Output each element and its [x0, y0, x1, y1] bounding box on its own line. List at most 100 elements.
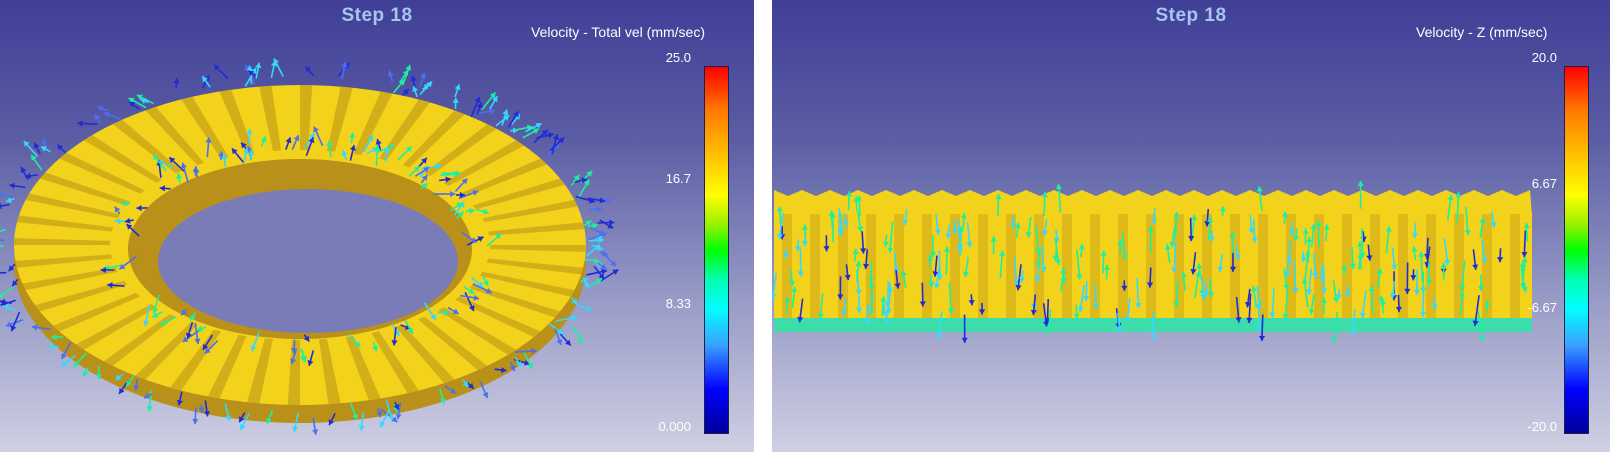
velocity-arrowhead [126, 380, 132, 387]
scale-tick: 6.67 [1531, 176, 1557, 191]
velocity-arrowhead [1041, 230, 1049, 236]
velocity-arrowhead [598, 229, 605, 236]
velocity-arrowhead [860, 248, 867, 254]
velocity-arrowhead [1459, 291, 1466, 297]
velocity-arrowhead [592, 222, 598, 229]
gear-tooth-groove [170, 329, 222, 391]
velocity-arrowhead [601, 268, 607, 275]
velocity-arrowhead [772, 293, 777, 300]
velocity-arrowhead [308, 137, 315, 144]
velocity-arrowhead [452, 308, 459, 315]
velocity-arrowhead [458, 201, 465, 208]
velocity-arrowhead [1255, 324, 1262, 331]
velocity-arrowhead [1203, 290, 1210, 297]
velocity-arrowhead [393, 403, 400, 410]
velocity-arrowhead [445, 176, 451, 183]
gear-tooth-shadow [838, 214, 848, 318]
velocity-arrow [889, 221, 894, 254]
velocity-arrowhead [583, 282, 590, 289]
velocity-arrowhead [1116, 326, 1123, 332]
velocity-arrowhead [290, 358, 297, 364]
velocity-arrowhead [1464, 229, 1471, 236]
gear-tooth-shadow [1230, 214, 1240, 318]
gear-tooth-shadow [978, 214, 988, 318]
velocity-arrowhead [1076, 274, 1083, 280]
velocity-arrowhead [968, 300, 975, 306]
gear-tooth-groove [259, 85, 282, 151]
velocity-arrowhead [1349, 263, 1356, 270]
velocity-arrowhead [477, 236, 484, 242]
velocity-arrowhead [932, 271, 939, 277]
velocity-arrowhead [1121, 254, 1128, 260]
right-viewport[interactable]: Step 18 Velocity - Z (mm/sec) 20.0 6.67 … [772, 0, 1610, 452]
velocity-arrowhead [225, 415, 232, 421]
velocity-arrowhead [599, 197, 606, 204]
velocity-arrowhead [962, 271, 970, 278]
velocity-arrowhead [868, 282, 875, 288]
gear-tooth-shadow [1258, 214, 1268, 318]
velocity-arrowhead [423, 84, 430, 90]
gear-tooth-groove [424, 124, 497, 176]
velocity-arrowhead [855, 289, 862, 295]
velocity-arrowhead [1194, 271, 1202, 277]
velocity-arrowhead [1246, 317, 1253, 324]
velocity-arrowhead [1040, 266, 1047, 273]
velocity-arrowhead [1147, 225, 1154, 232]
velocity-arrowhead [1255, 303, 1262, 310]
velocity-arrowhead [1308, 308, 1315, 315]
velocity-arrowhead [406, 146, 412, 153]
velocity-arrowhead [933, 283, 941, 289]
left-viewport[interactable]: Step 18 Velocity - Total vel (mm/sec) 25… [0, 0, 754, 452]
velocity-arrowhead [9, 182, 15, 189]
gear-tooth-groove [345, 336, 381, 401]
velocity-arrowhead [192, 418, 199, 425]
gear-tooth-groove [472, 178, 566, 210]
velocity-arrowhead [413, 166, 420, 173]
gear-tooth-groove [371, 331, 419, 394]
velocity-arrowhead [94, 114, 101, 121]
velocity-arrowhead [1385, 226, 1392, 232]
gear-tooth-shadow [782, 214, 792, 318]
velocity-arrowhead [459, 191, 466, 199]
velocity-arrowhead [423, 167, 430, 173]
velocity-arrow [0, 286, 14, 298]
velocity-arrowhead [1200, 294, 1207, 301]
velocity-arrowhead [1235, 317, 1242, 323]
velocity-arrowhead [403, 89, 409, 95]
velocity-arrowhead [1035, 248, 1042, 255]
velocity-arrowhead [495, 233, 502, 240]
velocity-arrowhead [103, 111, 110, 118]
velocity-arrowhead [607, 222, 614, 229]
velocity-arrowhead [582, 277, 589, 284]
velocity-arrowhead [1301, 278, 1308, 284]
velocity-arrowhead [1356, 241, 1364, 247]
velocity-arrowhead [40, 146, 47, 152]
velocity-arrowhead [1171, 267, 1178, 273]
velocity-arrowhead [248, 70, 255, 77]
velocity-arrowhead [1025, 231, 1032, 238]
velocity-arrowhead [600, 263, 607, 270]
gear-tooth-shadow [1174, 214, 1184, 318]
velocity-arrow [0, 239, 5, 242]
gear-tooth-shadow [1426, 214, 1436, 318]
velocity-arrowhead [612, 269, 619, 275]
velocity-arrowhead [461, 178, 468, 185]
velocity-arrowhead [1315, 220, 1322, 226]
velocity-arrowhead [548, 132, 554, 139]
velocity-arrowhead [1484, 300, 1491, 307]
velocity-arrowhead [609, 219, 615, 226]
velocity-arrowhead [1344, 291, 1351, 297]
color-scale-bar [1564, 66, 1589, 434]
velocity-arrowhead [31, 154, 37, 161]
velocity-arrowhead [1306, 289, 1313, 295]
velocity-arrowhead [349, 145, 356, 151]
velocity-arrowhead [598, 273, 605, 280]
color-scale-bar [704, 66, 729, 434]
velocity-arrowhead [250, 67, 257, 74]
velocity-arrowhead [783, 253, 790, 259]
velocity-arrowhead [114, 218, 121, 225]
velocity-arrowhead [1041, 192, 1048, 198]
velocity-arrowhead [1034, 276, 1041, 283]
gear-tooth-groove [482, 199, 578, 223]
velocity-arrowhead [1169, 241, 1176, 248]
